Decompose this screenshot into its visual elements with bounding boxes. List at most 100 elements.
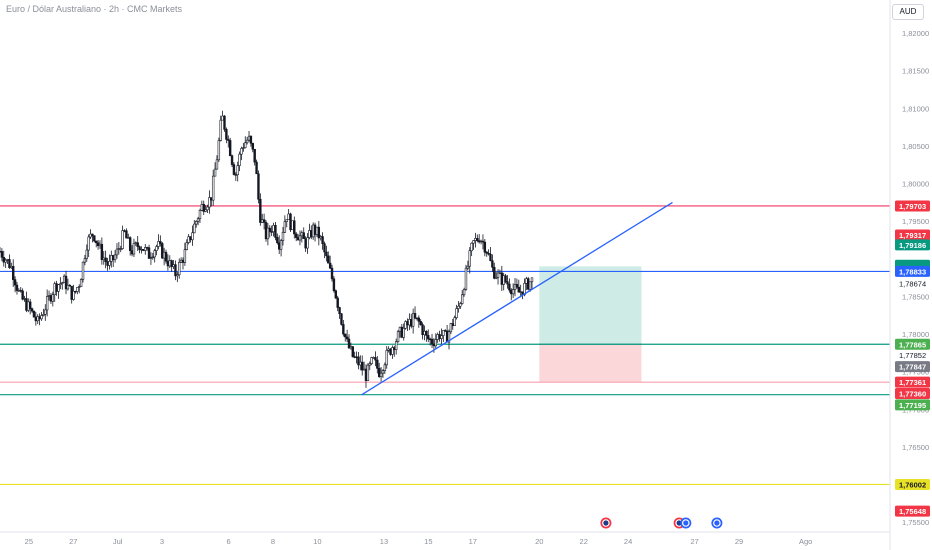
eur-event-icon[interactable] [711,517,723,529]
candle-body [0,251,4,258]
candle [494,272,498,280]
candle-body [379,372,383,377]
candle-body [242,147,245,149]
price-label[interactable]: 1,78833 [895,265,930,277]
candle-body [530,277,534,283]
price-label[interactable]: 1,77361 [895,376,930,388]
candle-body [28,301,32,309]
candle-body [453,317,456,326]
candle-body [185,242,188,250]
candle [417,315,421,328]
price-label-text: 1,77865 [899,340,926,349]
candle-body [319,236,322,239]
candle-body [236,165,239,176]
candle-body [402,327,405,338]
price-label[interactable]: 1,78674 [899,279,926,288]
event-flag [683,520,689,526]
candle [262,213,266,230]
price-label[interactable]: 1,77865 [895,338,930,350]
candle-body [464,267,468,290]
price-label-bg [895,200,930,212]
candle-body [4,259,7,263]
trendline[interactable] [361,201,673,396]
candle [196,216,200,226]
candle [376,356,379,374]
candle [485,251,488,257]
candle [66,278,70,291]
candle-body [162,251,166,259]
currency-button[interactable]: AUD [892,4,924,20]
candle [372,356,375,359]
candle-body [527,278,530,290]
candle-body [196,218,200,222]
price-label[interactable]: 1,77852 [899,351,926,360]
candle [472,240,475,250]
candle [479,239,483,245]
candle-body [221,115,224,121]
candle [393,345,396,357]
candle [311,222,315,240]
candle [200,200,204,212]
candle-body [476,238,479,241]
candle-body [285,219,288,222]
x-tick-label: 27 [691,537,699,546]
eur-event-icon[interactable] [680,517,692,529]
price-label[interactable]: 1,77847 [895,361,930,373]
candle-body [79,279,83,287]
candle-body [461,294,464,304]
x-tick-label: 10 [313,537,321,546]
candle [123,229,126,233]
candle [181,257,185,270]
candle [57,284,60,299]
candle [527,276,530,291]
price-label[interactable]: 1,79186 [895,239,930,251]
price-label[interactable]: 1,77195 [895,399,930,411]
candle-body [198,210,202,219]
candle [334,289,338,300]
candle-body [230,155,234,165]
candle [408,313,411,331]
candle [179,257,183,264]
candle-body [210,197,213,201]
candle [189,236,192,243]
candle [474,232,477,248]
candle [302,227,305,239]
candle-body [53,283,56,295]
loss-zone[interactable] [539,344,642,383]
candle [53,281,56,302]
candle-body [493,266,496,279]
candle-body [298,235,302,241]
candle [355,351,358,364]
candle [513,277,517,297]
candle [351,346,354,358]
price-label[interactable]: 1,76002 [895,478,930,490]
price-label[interactable]: 1,79317 [895,229,930,241]
candle [496,269,500,285]
candle-body [223,115,226,130]
candle [27,298,30,313]
price-label-bg [895,376,930,388]
aud-event-icon[interactable] [600,517,612,529]
candle [400,324,404,339]
price-label[interactable]: 1,77360 [895,388,930,400]
candle-body [434,339,437,347]
candle-body [140,248,143,251]
profit-zone[interactable] [539,266,642,345]
candle-body [159,241,162,244]
candle [489,247,492,262]
candle [442,330,445,342]
candle-body [130,250,134,255]
candle-body [325,251,328,257]
candle-body [289,213,292,231]
candle-body [364,368,368,381]
candle [81,261,85,283]
candle-body [494,277,498,279]
candle [385,346,388,369]
candle [100,237,104,265]
candle [130,245,134,257]
price-label[interactable]: 1,79703 [895,200,930,212]
price-label[interactable]: 1,75648 [895,505,930,517]
candle-body [411,313,415,327]
candle-body [76,287,79,292]
